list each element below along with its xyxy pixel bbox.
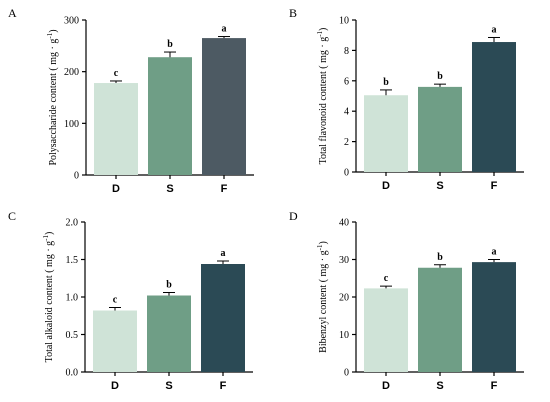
x-category-label: D bbox=[112, 183, 120, 195]
panel-letter: C bbox=[8, 209, 16, 223]
y-tick-label: 1.0 bbox=[66, 293, 79, 304]
y-tick-label: 1.5 bbox=[66, 255, 79, 266]
panel-letter: A bbox=[8, 6, 17, 20]
bar-D bbox=[364, 95, 408, 172]
x-category-label: F bbox=[220, 380, 227, 392]
bar-F bbox=[472, 262, 516, 372]
y-tick-label: 100 bbox=[64, 119, 79, 130]
panel-A: A 0 100 200 300 Polysaccharide content ( mg ·… bbox=[8, 6, 254, 195]
x-category-label: F bbox=[491, 180, 498, 192]
y-tick-label: 0 bbox=[74, 171, 79, 182]
y-tick-label: 0.5 bbox=[66, 330, 79, 341]
bar-F bbox=[202, 38, 246, 176]
significance-label: b bbox=[383, 77, 389, 88]
significance-label: a bbox=[492, 247, 497, 258]
significance-label: c bbox=[114, 68, 119, 79]
y-tick-label: 2 bbox=[344, 137, 349, 148]
bar-D bbox=[93, 310, 137, 372]
x-category-label: F bbox=[491, 380, 498, 392]
y-axis-label: Bibenzyl content ( mg · g-1) bbox=[316, 241, 329, 353]
bar-F bbox=[472, 42, 516, 172]
y-axis-label: Polysaccharide content ( mg · g-1) bbox=[46, 29, 59, 165]
y-axis-label: Total flavonoid content ( mg · g-1) bbox=[316, 28, 329, 165]
panel-D: D 0 10 20 30 40 Bibenzyl content ( mg · g-1) c D… bbox=[289, 209, 524, 392]
bar-S bbox=[418, 86, 462, 172]
x-category-label: F bbox=[221, 183, 228, 195]
x-category-label: D bbox=[382, 180, 390, 192]
bar-S bbox=[147, 295, 191, 372]
x-category-label: S bbox=[165, 380, 172, 392]
y-tick-label: 0 bbox=[344, 168, 349, 179]
y-tick-label: 40 bbox=[339, 218, 349, 229]
bar-D bbox=[94, 83, 138, 175]
panel-letter: B bbox=[289, 6, 297, 20]
y-tick-label: 20 bbox=[339, 293, 349, 304]
significance-label: b bbox=[167, 39, 173, 50]
bar-S bbox=[148, 57, 192, 176]
significance-label: b bbox=[166, 280, 172, 291]
x-category-label: D bbox=[382, 380, 390, 392]
panel-C: C 0.0 0.5 1.0 1.5 2.0 Total alkaloid content (… bbox=[8, 209, 253, 392]
y-tick-label: 8 bbox=[344, 46, 349, 57]
significance-label: a bbox=[221, 248, 226, 259]
significance-label: a bbox=[222, 24, 227, 35]
y-tick-label: 2.0 bbox=[66, 218, 79, 229]
significance-label: c bbox=[384, 273, 389, 284]
significance-label: a bbox=[492, 24, 497, 35]
y-tick-label: 30 bbox=[339, 255, 349, 266]
y-tick-label: 10 bbox=[339, 330, 349, 341]
y-axis-label: Total alkaloid content ( mg · g-1) bbox=[42, 232, 55, 363]
y-tick-label: 300 bbox=[64, 16, 79, 27]
bar-F bbox=[201, 264, 245, 372]
panel-letter: D bbox=[289, 209, 298, 223]
x-category-label: S bbox=[166, 183, 173, 195]
y-tick-label: 0 bbox=[344, 368, 349, 379]
significance-label: b bbox=[437, 252, 443, 263]
bar-S bbox=[418, 267, 462, 372]
y-tick-label: 4 bbox=[344, 107, 349, 118]
y-tick-label: 10 bbox=[339, 16, 349, 27]
significance-label: c bbox=[113, 295, 118, 306]
bar-D bbox=[364, 288, 408, 372]
y-tick-label: 6 bbox=[344, 76, 349, 87]
significance-label: b bbox=[437, 71, 443, 82]
panel-B: B 0 2 4 6 8 10 Total flavonoid content ( mg · g… bbox=[289, 6, 524, 192]
y-tick-label: 200 bbox=[64, 67, 79, 78]
x-category-label: D bbox=[111, 380, 119, 392]
x-category-label: S bbox=[436, 180, 443, 192]
x-category-label: S bbox=[436, 380, 443, 392]
y-tick-label: 0.0 bbox=[66, 368, 79, 379]
